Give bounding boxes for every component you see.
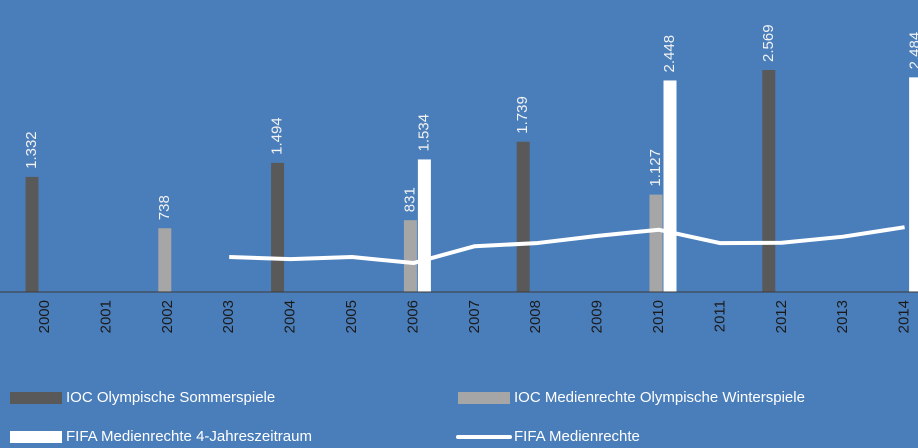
data-label: 2.569 xyxy=(760,24,777,62)
x-tick-label: 2011 xyxy=(711,300,728,332)
x-tick-label: 2000 xyxy=(36,300,53,333)
data-label: 1.494 xyxy=(269,117,286,155)
x-tick-label: 2008 xyxy=(527,300,544,333)
data-label: 1.739 xyxy=(514,96,531,134)
x-tick-label: 2014 xyxy=(896,300,913,333)
bar xyxy=(403,220,417,292)
data-label: 2.484 xyxy=(907,32,918,70)
x-tick-label: 2010 xyxy=(650,300,667,333)
bar xyxy=(25,176,39,292)
legend-swatch xyxy=(458,392,510,404)
bar xyxy=(271,162,285,292)
line xyxy=(229,225,905,266)
bar xyxy=(158,228,172,292)
data-label: 1.127 xyxy=(647,149,664,187)
x-tick-label: 2009 xyxy=(589,300,606,333)
data-label: 1.332 xyxy=(23,131,40,169)
legend-label: FIFA Medienrechte 4-Jahreszeitraum xyxy=(66,428,312,445)
bar xyxy=(663,80,677,292)
data-label: 2.448 xyxy=(661,35,678,73)
data-label: 1.534 xyxy=(415,114,432,152)
bar xyxy=(516,141,530,292)
legend-swatch xyxy=(10,392,62,404)
x-tick-label: 2012 xyxy=(773,300,790,333)
x-tick-label: 2004 xyxy=(282,300,299,333)
x-tick-label: 2001 xyxy=(97,300,114,333)
x-tick-label: 2002 xyxy=(159,300,176,333)
legend-label: IOC Medienrechte Olympische Winterspiele xyxy=(514,389,805,406)
data-label: 738 xyxy=(156,195,173,220)
legend-label: IOC Olympische Sommerspiele xyxy=(66,389,275,406)
bar xyxy=(909,77,918,292)
x-tick-label: 2005 xyxy=(343,300,360,333)
x-tick-label: 2003 xyxy=(220,300,237,333)
bar xyxy=(417,159,431,292)
x-tick-label: 2013 xyxy=(834,300,851,333)
data-label: 831 xyxy=(401,187,418,212)
legend-swatch xyxy=(10,431,62,443)
bar xyxy=(649,194,663,292)
x-tick-label: 2006 xyxy=(404,300,421,333)
legend-label: FIFA Medienrechte xyxy=(514,428,640,445)
x-tick-label: 2007 xyxy=(466,300,483,333)
bar xyxy=(762,70,776,292)
